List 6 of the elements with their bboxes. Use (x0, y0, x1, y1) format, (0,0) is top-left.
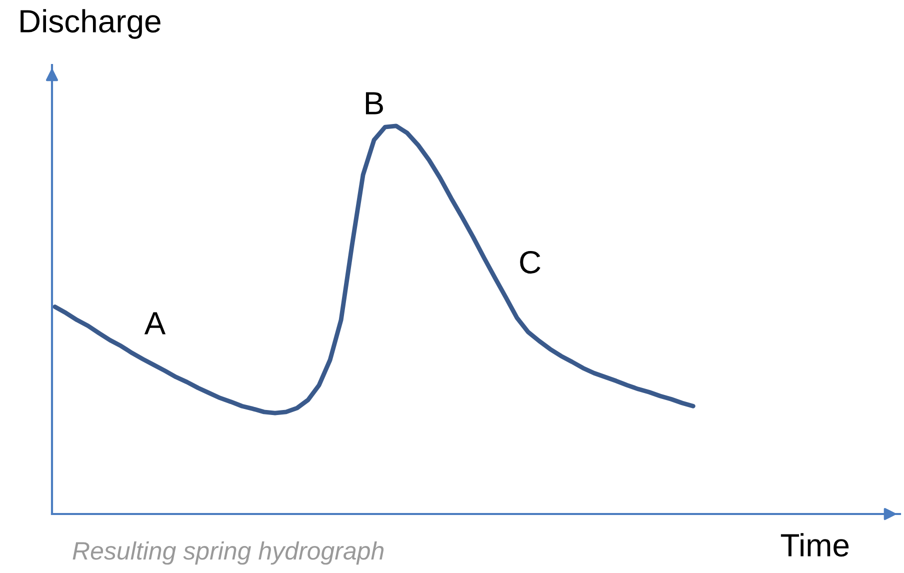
annotation: C (520, 250, 540, 274)
text: B (366, 92, 383, 114)
annotation: A (144, 312, 166, 334)
text: Resulting spring hydrograph (72, 541, 384, 565)
x-axis-title: Time (780, 533, 849, 557)
y-axis-title: Discharge (20, 9, 160, 39)
